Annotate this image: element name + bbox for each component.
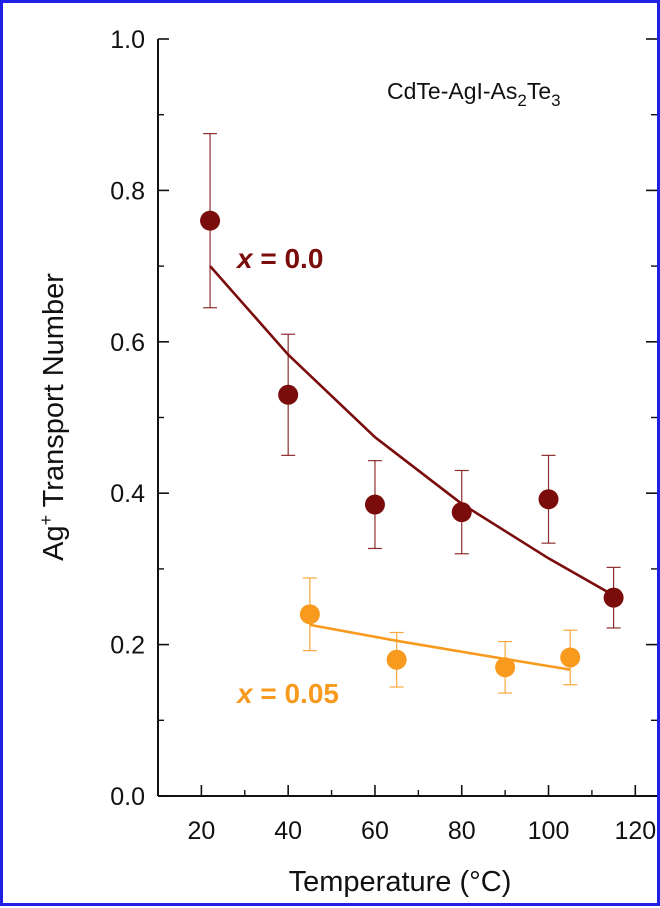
x-tick-label-5: 120 [614,817,656,845]
series-1 [299,577,581,694]
series-0-fit-line [209,265,615,597]
x-tick-label-1: 40 [274,817,302,845]
series-1-point-0 [299,604,320,625]
series-1-point-3 [560,647,581,668]
y-tick-label-4: 0.8 [110,177,145,205]
series-0-point-5 [603,587,624,608]
series-1-point-1 [386,649,407,670]
x-tick-label-0: 20 [187,817,215,845]
axes: 0.0 0.2 0.4 0.6 0.8 1.0 20 40 60 80 100 120 [110,26,657,845]
x-tick-label-3: 80 [448,817,476,845]
series-label-0: x = 0.0 [235,243,323,274]
annotation: CdTe-AgI-As2Te3 [387,78,561,110]
series-0-point-4 [538,489,559,510]
series-1-point-2 [495,657,516,678]
x-axis-title: Temperature (°C) [289,866,512,898]
y-axis-title: Ag+ Transport Number [36,273,70,561]
y-tick-label-0: 0.0 [110,783,145,811]
y-tick-label-2: 0.4 [110,480,145,508]
x-tick-label-4: 100 [528,817,570,845]
transport-number-chart: 0.0 0.2 0.4 0.6 0.8 1.0 20 40 60 80 100 120 CdTe-Ag… [36,26,657,898]
y-tick-label-1: 0.2 [110,632,145,660]
x-tick-label-2: 60 [361,817,389,845]
series-0-point-1 [278,384,299,405]
series-layer [200,133,624,694]
series-1-fit-line [309,623,571,671]
series-0 [200,133,624,629]
series-0-point-3 [451,502,472,523]
y-tick-label-5: 1.0 [110,26,145,54]
series-label-1: x = 0.05 [235,678,339,709]
series-0-point-2 [364,494,385,515]
y-tick-label-3: 0.6 [110,329,145,357]
series-0-point-0 [200,210,221,231]
